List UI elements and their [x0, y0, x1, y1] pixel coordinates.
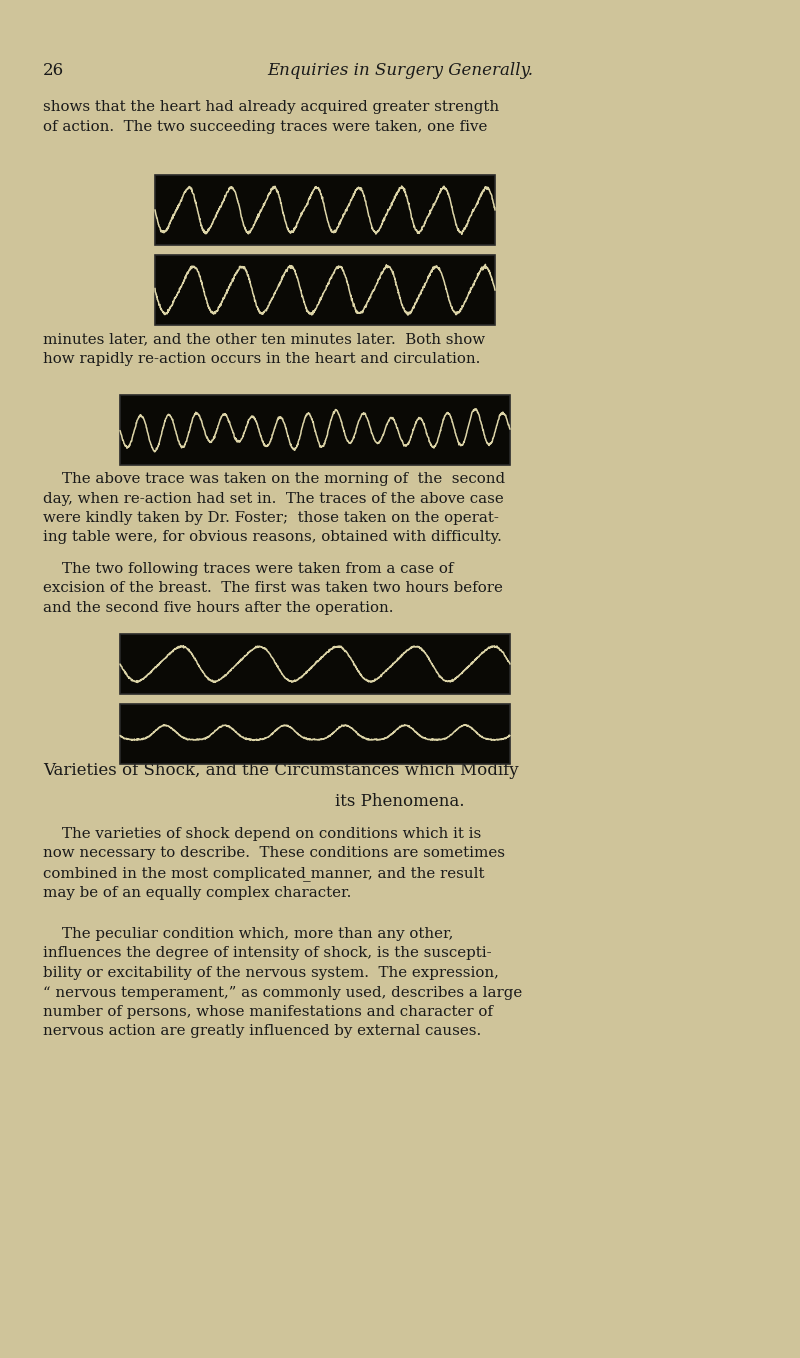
Text: The peculiar condition which, more than any other,
influences the degree of inte: The peculiar condition which, more than … [43, 928, 522, 1039]
Bar [155, 175, 495, 244]
Text: Enquiries in Surgery Generally.: Enquiries in Surgery Generally. [267, 62, 533, 79]
Text: The two following traces were taken from a case of
excision of the breast.  The : The two following traces were taken from… [43, 562, 503, 615]
Bar [120, 703, 510, 765]
Bar [120, 634, 510, 694]
Text: Varieties of Shock, and the Circumstances which Modify: Varieties of Shock, and the Circumstance… [43, 762, 518, 779]
Text: shows that the heart had already acquired greater strength
of action.  The two s: shows that the heart had already acquire… [43, 100, 499, 133]
Text: its Phenomena.: its Phenomena. [335, 793, 465, 809]
Text: 26: 26 [43, 62, 64, 79]
Bar [120, 395, 510, 464]
Text: minutes later, and the other ten minutes later.  Both show
how rapidly re-action: minutes later, and the other ten minutes… [43, 331, 485, 365]
Bar [155, 255, 495, 325]
Text: The above trace was taken on the morning of  the  second
day, when re-action had: The above trace was taken on the morning… [43, 473, 505, 545]
Text: The varieties of shock depend on conditions which it is
now necessary to describ: The varieties of shock depend on conditi… [43, 827, 505, 900]
